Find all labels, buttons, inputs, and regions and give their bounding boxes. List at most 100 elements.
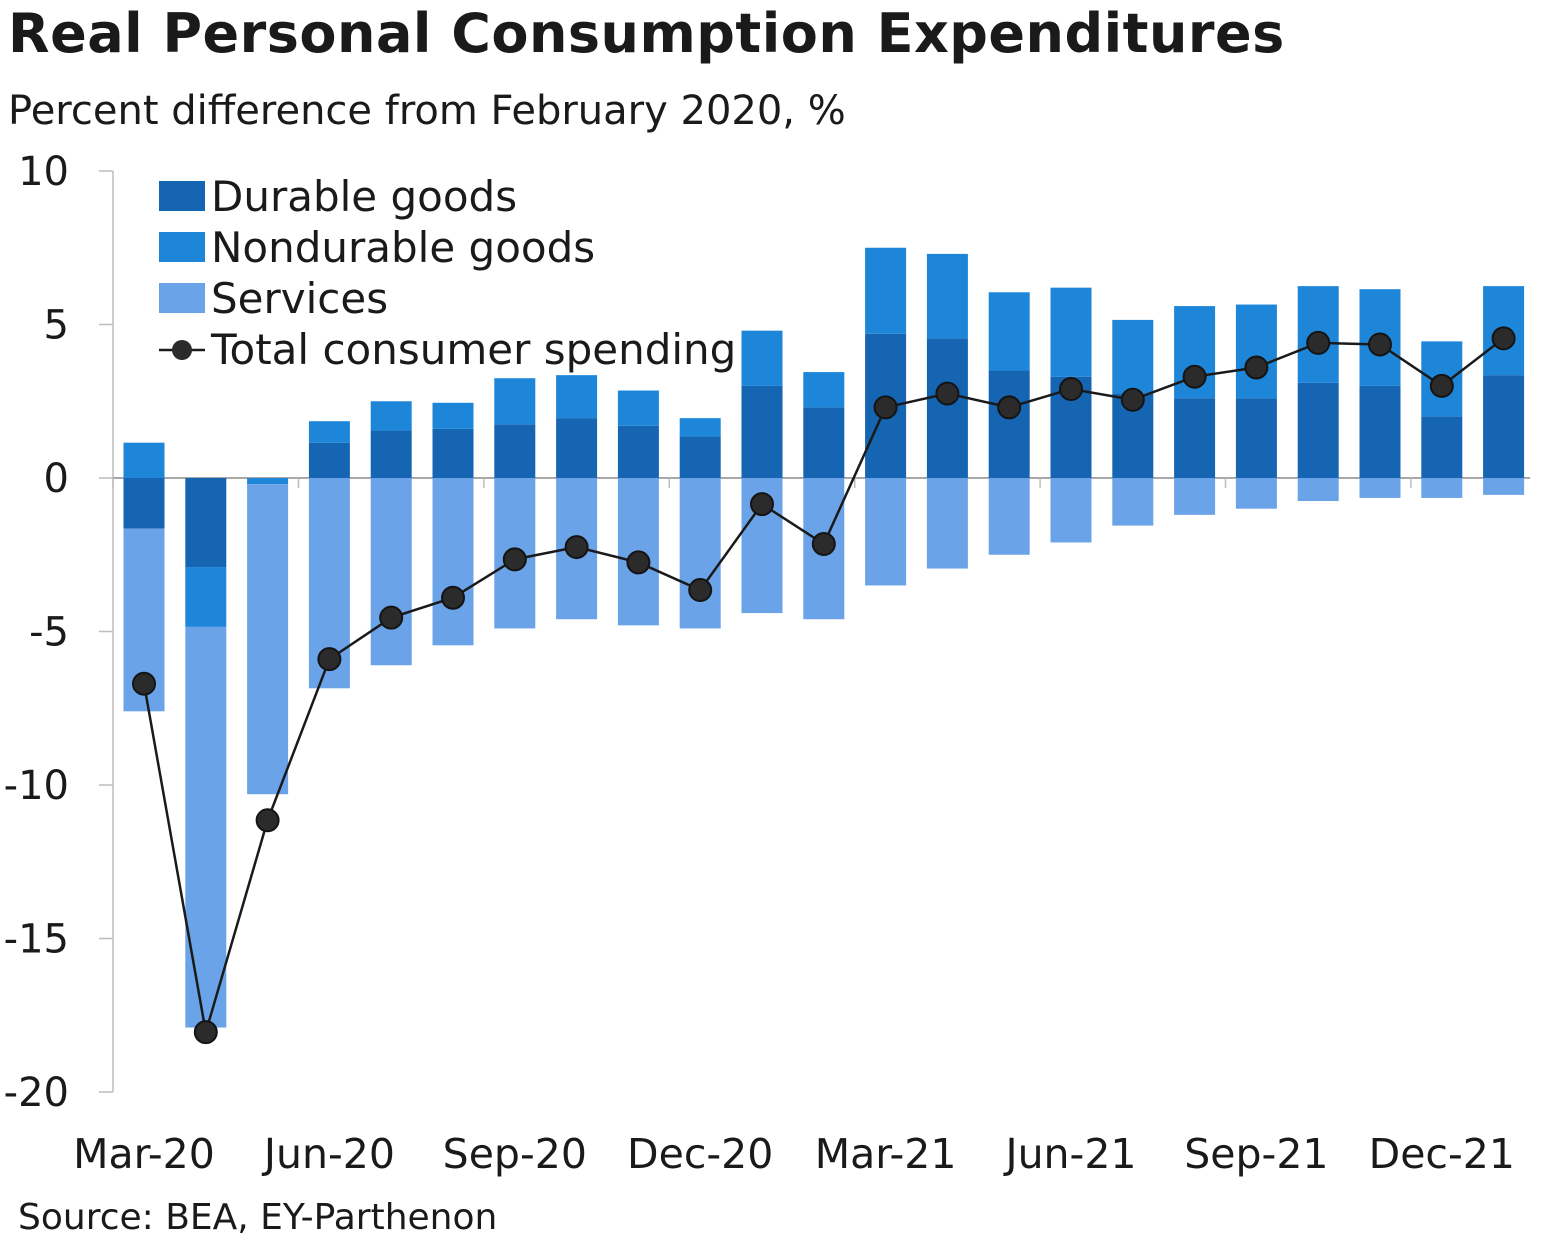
bar-nondurable-goods — [679, 418, 721, 437]
legend-swatch-durable-goods — [159, 181, 205, 211]
total-spending-point — [935, 381, 960, 406]
bar-durable-goods — [185, 478, 227, 568]
bar-nondurable-goods — [185, 567, 227, 627]
total-spending-point — [626, 550, 651, 575]
total-spending-point — [688, 578, 713, 603]
bar-nondurable-goods — [926, 253, 968, 339]
bar-durable-goods — [741, 385, 783, 478]
total-spending-point — [1368, 332, 1392, 357]
y-tick-label: -5 — [29, 610, 69, 656]
total-spending-point — [1306, 330, 1331, 355]
bar-durable-goods — [432, 428, 474, 478]
bar-services — [679, 478, 721, 629]
source-note: Source: BEA, EY-Parthenon — [18, 1197, 498, 1238]
legend-swatch-marker — [172, 340, 192, 360]
bar-durable-goods — [1174, 398, 1216, 478]
bar-services — [432, 478, 474, 646]
bar-nondurable-goods — [741, 330, 783, 386]
total-spending-point — [1182, 364, 1207, 389]
bar-services — [1297, 478, 1339, 502]
bar-nondurable-goods — [247, 478, 289, 485]
y-tick-label: -10 — [4, 763, 69, 809]
bar-durable-goods — [926, 338, 968, 478]
bar-durable-goods — [1235, 398, 1277, 478]
total-spending-point — [193, 1020, 218, 1045]
x-tick-label: Sep-20 — [443, 1130, 587, 1178]
total-spending-point — [502, 547, 527, 572]
bar-services — [1483, 478, 1525, 495]
bar-durable-goods — [494, 424, 536, 478]
bar-nondurable-goods — [1050, 287, 1092, 377]
bars-layer — [123, 247, 1525, 1028]
bar-services — [1174, 478, 1216, 515]
total-spending-point — [255, 808, 280, 833]
total-spending-point — [997, 395, 1022, 420]
bar-durable-goods — [617, 425, 659, 478]
bar-services — [370, 478, 412, 666]
legend-swatch-nondurable-goods — [159, 232, 205, 262]
bar-nondurable-goods — [556, 375, 598, 419]
bar-services — [988, 478, 1030, 555]
bar-durable-goods — [679, 436, 721, 478]
total-spending-point — [317, 647, 342, 672]
legend-label-services: Services — [211, 274, 388, 323]
x-tick-label: Jun-20 — [261, 1130, 395, 1178]
bar-nondurable-goods — [370, 401, 412, 431]
x-tick-label: Dec-21 — [1369, 1130, 1515, 1178]
bar-nondurable-goods — [432, 402, 474, 429]
y-tick-label: -20 — [4, 1070, 69, 1116]
bar-nondurable-goods — [1112, 319, 1154, 394]
bar-nondurable-goods — [494, 378, 536, 425]
bar-nondurable-goods — [1235, 304, 1277, 399]
bar-services — [926, 478, 968, 569]
total-line-layer — [132, 326, 1516, 1045]
total-spending-point — [873, 395, 898, 420]
bar-nondurable-goods — [617, 390, 659, 426]
bar-durable-goods — [1483, 375, 1525, 478]
bar-durable-goods — [803, 407, 845, 478]
total-spending-point — [1059, 376, 1083, 401]
bar-nondurable-goods — [988, 292, 1030, 371]
y-tick-label: -15 — [4, 917, 69, 963]
total-spending-point — [1244, 355, 1269, 380]
bar-durable-goods — [308, 442, 350, 478]
legend-label-durable-goods: Durable goods — [211, 172, 517, 221]
y-tick-label: 10 — [18, 149, 69, 195]
legend-label-nondurable-goods: Nondurable goods — [211, 223, 595, 272]
total-spending-point — [379, 605, 404, 630]
bar-services — [865, 478, 907, 586]
bar-durable-goods — [1421, 416, 1463, 478]
bar-nondurable-goods — [803, 372, 845, 408]
x-tick-label: Sep-21 — [1184, 1130, 1328, 1178]
total-spending-point — [1491, 326, 1516, 351]
bar-durable-goods — [1359, 385, 1401, 478]
bar-nondurable-goods — [865, 247, 907, 334]
bar-durable-goods — [370, 430, 412, 478]
x-tick-label: Mar-20 — [73, 1130, 215, 1178]
total-spending-point — [811, 532, 836, 557]
bar-services — [185, 626, 227, 1028]
total-spending-point — [132, 671, 156, 696]
legend-swatch-services — [159, 283, 205, 313]
x-tick-label: Dec-20 — [627, 1130, 773, 1178]
bar-services — [247, 484, 289, 795]
bar-services — [1235, 478, 1277, 509]
y-tick-label: 5 — [44, 303, 69, 349]
bar-services — [1421, 478, 1463, 498]
y-tick-label: 0 — [44, 456, 69, 502]
bar-durable-goods — [556, 418, 598, 478]
x-tick-label: Mar-21 — [815, 1130, 957, 1178]
bar-services — [1359, 478, 1401, 498]
bar-nondurable-goods — [308, 421, 350, 443]
total-spending-point — [1120, 387, 1145, 412]
total-spending-point — [441, 585, 465, 610]
total-spending-point — [750, 492, 774, 517]
bar-services — [1112, 478, 1154, 526]
chart-title: Real Personal Consumption Expenditures — [8, 2, 1285, 65]
legend-label-total-consumer-spending: Total consumer spending — [210, 325, 736, 374]
bar-durable-goods — [123, 478, 165, 529]
bar-durable-goods — [1297, 382, 1339, 478]
x-tick-label: Jun-21 — [1002, 1130, 1136, 1178]
